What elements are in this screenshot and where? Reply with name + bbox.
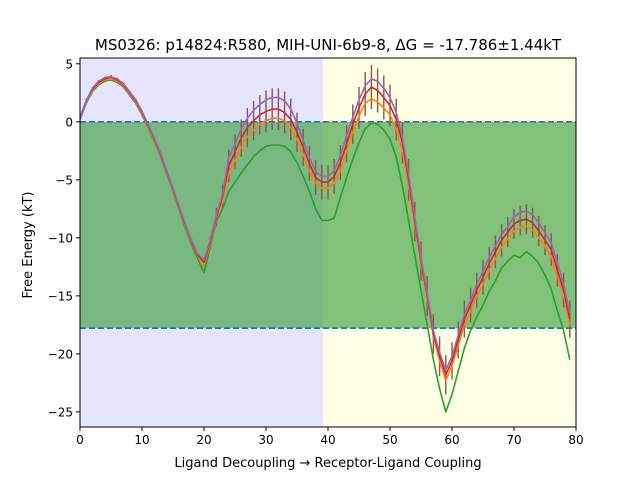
y-tick-label: −10	[48, 231, 73, 245]
y-tick-label: 0	[65, 115, 73, 129]
x-tick-label: 40	[320, 433, 335, 447]
y-tick-label: −25	[48, 405, 73, 419]
y-axis-label: Free Energy (kT)	[21, 192, 36, 299]
x-tick-label: 80	[568, 433, 583, 447]
x-tick-label: 30	[258, 433, 273, 447]
x-tick-label: 20	[196, 433, 211, 447]
x-tick-label: 10	[134, 433, 149, 447]
y-tick-label: −20	[48, 347, 73, 361]
x-axis-label: Ligand Decoupling → Receptor-Ligand Coup…	[174, 456, 481, 471]
series-lines	[79, 75, 571, 413]
reference-lines	[80, 121, 576, 330]
y-tick-label: 5	[65, 57, 73, 71]
deltaG-band	[80, 121, 576, 329]
x-tick-label: 70	[506, 433, 521, 447]
deltaG-band-rect	[80, 121, 576, 329]
x-tick-label: 0	[76, 433, 84, 447]
x-tick-label: 50	[382, 433, 397, 447]
chart-title: MS0326: p14824:R580, MIH-UNI-6b9-8, ΔG =…	[95, 36, 562, 54]
x-tick-label: 60	[444, 433, 459, 447]
y-axis-ticks: 5 0 −5 −10 −15 −20 −25	[48, 57, 80, 419]
y-tick-label: −5	[55, 173, 73, 187]
y-tick-label: −15	[48, 289, 73, 303]
series-line-4	[79, 75, 571, 371]
x-axis-ticks: 0 10 20 30 40 50 60 70 80	[76, 427, 584, 447]
